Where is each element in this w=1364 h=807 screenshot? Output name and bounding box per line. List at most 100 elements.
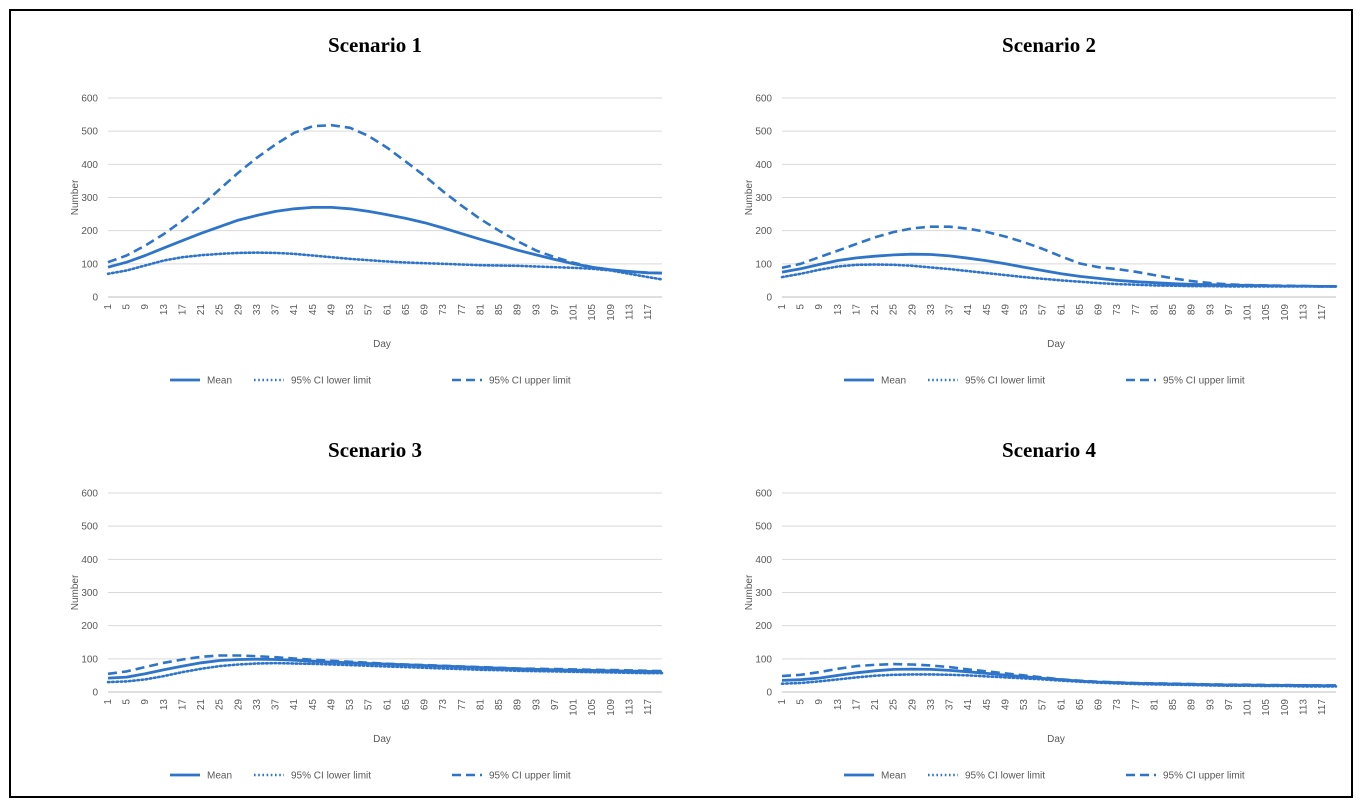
y-tick-label: 500	[81, 127, 98, 138]
legend-label-95-ci-upper-limit: 95% CI upper limit	[1163, 771, 1245, 782]
x-tick-label: 81	[475, 304, 486, 316]
legend-label-95-ci-upper-limit: 95% CI upper limit	[489, 376, 571, 387]
series-line-95-ci-upper-limit	[781, 225, 1336, 288]
series-line-95-ci-upper-limit	[781, 662, 1336, 687]
x-tick-label: 101	[569, 304, 580, 321]
y-tick-label: 200	[81, 226, 98, 237]
x-tick-label: 85	[1168, 699, 1179, 711]
x-tick-label: 69	[420, 304, 431, 316]
x-tick-label: 9	[140, 699, 151, 705]
x-tick-label: 13	[159, 699, 170, 711]
legend-label-mean: Mean	[207, 771, 232, 782]
x-tick-label: 21	[196, 699, 207, 711]
x-tick-label: 117	[643, 699, 654, 715]
y-tick-label: 100	[755, 654, 772, 665]
x-axis-label: Day	[1047, 734, 1065, 745]
x-tick-label: 49	[326, 699, 337, 711]
x-tick-label: 73	[438, 699, 449, 711]
chart-title: Scenario 4	[1002, 438, 1096, 462]
legend-label-95-ci-upper-limit: 95% CI upper limit	[489, 771, 571, 782]
series-line-95-ci-lower-limit	[780, 263, 1338, 288]
x-tick-label: 41	[289, 699, 300, 711]
x-tick-label: 105	[587, 304, 598, 321]
x-tick-label: 17	[851, 304, 862, 316]
x-tick-label: 9	[814, 699, 825, 705]
x-tick-label: 25	[215, 304, 226, 316]
x-tick-label: 89	[1187, 699, 1198, 711]
x-tick-label: 29	[907, 304, 918, 316]
y-tick-label: 600	[81, 489, 98, 500]
x-tick-label: 73	[1112, 304, 1123, 316]
x-tick-label: 89	[513, 304, 524, 316]
x-tick-label: 29	[907, 699, 918, 711]
x-tick-label: 57	[1038, 699, 1049, 711]
x-axis-label: Day	[373, 734, 391, 745]
x-tick-label: 105	[1261, 304, 1272, 321]
x-tick-label: 85	[494, 699, 505, 711]
x-tick-label: 109	[1280, 304, 1291, 321]
x-tick-label: 25	[889, 699, 900, 711]
y-tick-label: 100	[81, 654, 98, 665]
y-tick-label: 400	[755, 555, 772, 566]
y-tick-label: 0	[92, 293, 98, 304]
y-tick-label: 200	[755, 621, 772, 632]
x-tick-label: 57	[364, 699, 375, 711]
x-tick-label: 73	[1112, 699, 1123, 711]
figure-frame	[9, 9, 1353, 798]
chart-scenario-2: Scenario 2 0 100 200 300 400 500 600 1 5 9 13 17 21 25…	[744, 33, 1338, 387]
x-tick-label: 17	[177, 304, 188, 316]
x-tick-label: 33	[252, 699, 263, 711]
x-tick-label: 93	[531, 699, 542, 711]
x-tick-label: 37	[271, 304, 282, 316]
x-tick-label: 81	[475, 699, 486, 711]
x-tick-label: 105	[587, 699, 598, 716]
x-tick-label: 53	[1019, 304, 1030, 316]
x-tick-label: 21	[196, 304, 207, 316]
x-tick-label: 113	[624, 699, 635, 715]
x-tick-label: 25	[889, 304, 900, 316]
x-tick-label: 101	[1243, 304, 1254, 321]
x-tick-label: 13	[159, 304, 170, 316]
x-tick-label: 61	[382, 304, 393, 316]
x-tick-label: 85	[1168, 304, 1179, 316]
x-tick-label: 73	[438, 304, 449, 316]
y-tick-label: 500	[755, 522, 772, 533]
y-tick-label: 0	[766, 688, 772, 699]
legend-label-95-ci-lower-limit: 95% CI lower limit	[291, 771, 371, 782]
x-tick-label: 65	[401, 699, 412, 711]
y-tick-label: 100	[81, 259, 98, 270]
x-tick-label: 113	[624, 304, 635, 320]
x-tick-label: 89	[1187, 304, 1198, 316]
x-tick-label: 1	[777, 699, 788, 705]
legend-label-95-ci-upper-limit: 95% CI upper limit	[1163, 376, 1245, 387]
series-line-mean	[781, 252, 1336, 288]
chart-title: Scenario 1	[328, 33, 422, 57]
y-axis-label: Number	[70, 574, 81, 610]
x-tick-label: 21	[870, 699, 881, 711]
x-tick-label: 21	[870, 304, 881, 316]
x-tick-label: 69	[1094, 304, 1105, 316]
x-tick-label: 81	[1149, 699, 1160, 711]
series-line-mean	[107, 657, 663, 680]
x-axis-label: Day	[1047, 339, 1065, 350]
x-tick-label: 5	[122, 304, 133, 310]
y-tick-label: 400	[755, 160, 772, 171]
series-line-95-ci-lower-limit	[106, 661, 664, 684]
y-axis-label: Number	[70, 179, 81, 215]
y-axis-label: Number	[744, 179, 755, 215]
series-line-95-ci-lower-limit	[780, 673, 1338, 688]
x-tick-label: 17	[851, 699, 862, 711]
x-tick-label: 97	[550, 699, 561, 711]
y-tick-label: 400	[81, 160, 98, 171]
x-tick-label: 109	[606, 699, 617, 716]
x-tick-label: 57	[1038, 304, 1049, 316]
x-tick-label: 5	[122, 699, 133, 705]
legend-label-mean: Mean	[207, 376, 232, 387]
x-tick-label: 45	[308, 699, 319, 711]
x-tick-label: 29	[233, 699, 244, 711]
x-tick-label: 45	[308, 304, 319, 316]
chart-scenario-3: Scenario 3 0 100 200 300 400 500 600 1 5 9 13 17 21 25…	[70, 438, 664, 782]
x-tick-label: 61	[382, 699, 393, 711]
x-tick-label: 69	[420, 699, 431, 711]
x-tick-label: 69	[1094, 699, 1105, 711]
